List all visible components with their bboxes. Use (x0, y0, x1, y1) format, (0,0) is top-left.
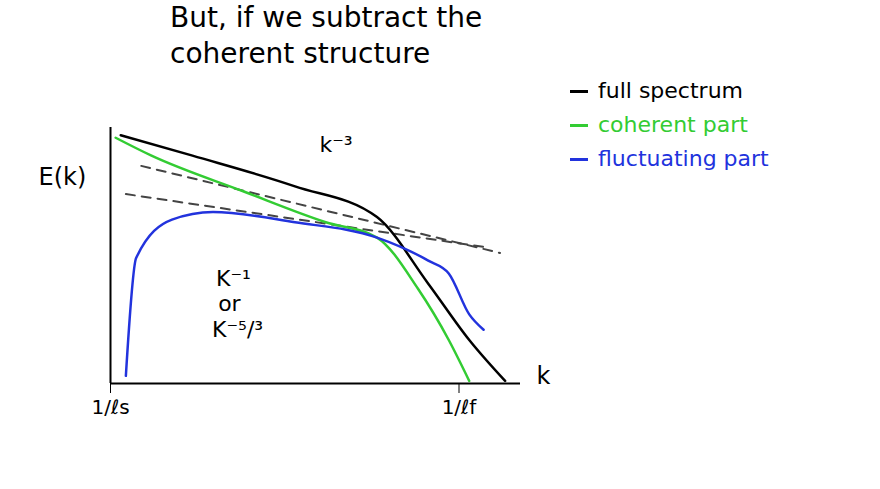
html-text:fluctuating part: fluctuating part (598, 146, 769, 171)
html-text:coherent part: coherent part (598, 112, 748, 137)
svg-text:or: or (218, 291, 241, 316)
svg-text:1/ℓf: 1/ℓf (442, 395, 478, 419)
svg-text:K⁻¹: K⁻¹ (216, 266, 251, 291)
svg-text:E(k): E(k) (39, 163, 87, 191)
svg-text:1/ℓs: 1/ℓs (91, 395, 129, 419)
html-text:full spectrum: full spectrum (598, 78, 743, 103)
svg-text:k: k (537, 362, 551, 390)
html-text:But, if we subtract the cohere: But, if we subtract the coherent structu… (170, 1, 483, 70)
svg-text:k⁻³: k⁻³ (319, 132, 352, 157)
svg-text:K⁻⁵/³: K⁻⁵/³ (212, 317, 263, 342)
